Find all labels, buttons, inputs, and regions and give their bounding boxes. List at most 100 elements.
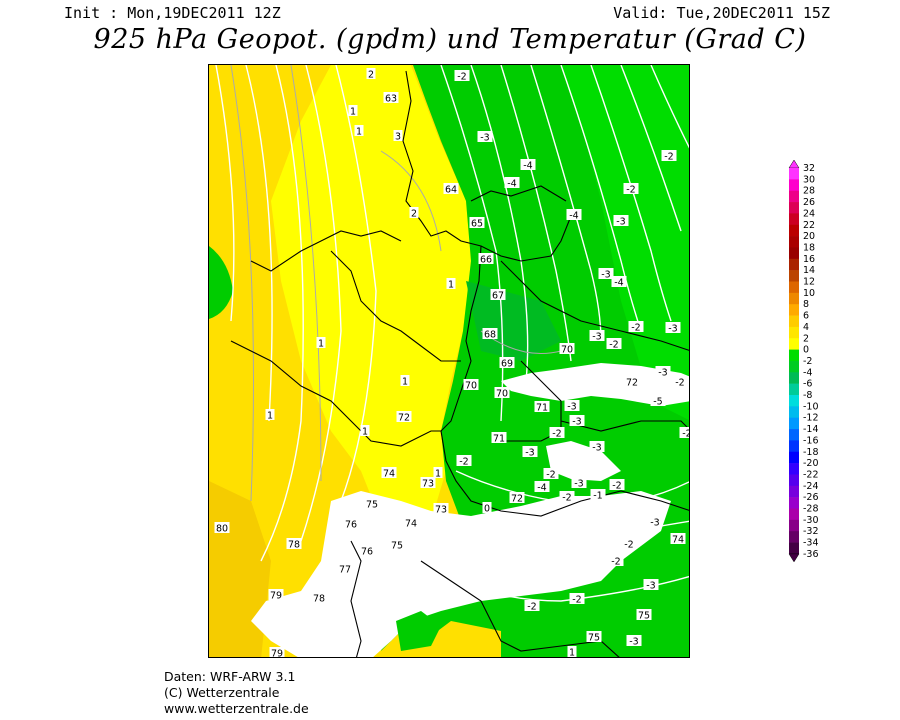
- contour-label: 67: [492, 291, 504, 302]
- legend-label: -36: [803, 549, 819, 560]
- contour-label-bg: [628, 321, 644, 332]
- contour-label-bg: [655, 366, 671, 377]
- contour-label-bg: [624, 376, 640, 387]
- contour-label-bg: [311, 592, 327, 603]
- legend-label: -28: [803, 504, 819, 515]
- contour-label: 72: [626, 378, 638, 389]
- legend-swatch: [789, 190, 799, 203]
- legend-swatch: [789, 281, 799, 294]
- contour-label-bg: [626, 635, 642, 646]
- contour-label: -4: [537, 483, 546, 494]
- contour-labels: 63 64 65 66 67 68 69 70 70 70 71 71 72 72 72 73 73 74 74 74…: [214, 68, 689, 659]
- contour-label-bg: [509, 492, 525, 503]
- legend-swatch: [789, 179, 799, 191]
- contour-label: 76: [345, 520, 357, 531]
- contour-label-bg: [650, 395, 666, 406]
- legend-swatch: [789, 383, 799, 396]
- contour-label-bg: [456, 455, 472, 466]
- credits: Daten: WRF-ARW 3.1 (C) Wetterzentrale ww…: [164, 669, 309, 717]
- contour-label: 75: [588, 633, 600, 644]
- geopotential-lines: [230, 65, 562, 502]
- contour-label-bg: [559, 343, 575, 354]
- contour-label: 63: [385, 94, 397, 105]
- contour-label-bg: [665, 322, 681, 333]
- contour-label: -2: [611, 557, 620, 568]
- legend-label: 30: [803, 174, 815, 185]
- legend-label: 8: [803, 299, 809, 310]
- contour-label-bg: [343, 518, 359, 529]
- contour-label-bg: [482, 328, 498, 339]
- contour-label-bg: [409, 207, 419, 218]
- cold-zone-center: [466, 281, 561, 361]
- legend-label: -26: [803, 492, 819, 503]
- legend-swatch: [789, 463, 799, 475]
- contour-label: 1: [435, 469, 441, 480]
- contour-label: -2: [459, 457, 468, 468]
- contour-label: -2: [624, 540, 633, 551]
- contour-label-bg: [569, 415, 585, 426]
- legend-label: -22: [803, 469, 819, 480]
- contour-label-bg: [559, 491, 575, 502]
- contour-label: -3: [592, 443, 601, 454]
- contour-label-bg: [383, 92, 399, 103]
- contour-label-bg: [400, 375, 410, 386]
- legend-label: 6: [803, 311, 809, 322]
- legend-label: 4: [803, 322, 809, 333]
- legend-swatch: [789, 236, 799, 248]
- contour-label-bg: [590, 489, 606, 500]
- legend-label: 20: [803, 231, 815, 242]
- contour-label: 78: [313, 594, 325, 605]
- contour-label-bg: [490, 289, 506, 300]
- legend-label: 16: [803, 254, 815, 265]
- contour-label: 78: [288, 540, 300, 551]
- contour-label-bg: [463, 379, 479, 390]
- legend-swatch: [789, 542, 799, 555]
- contour-label: 75: [366, 500, 378, 511]
- contour-label-bg: [598, 268, 614, 279]
- contour-label: 1: [267, 411, 273, 422]
- legend-arrow-top: [788, 159, 800, 169]
- contour-label: 3: [395, 132, 401, 143]
- contour-label-bg: [393, 130, 403, 141]
- contour-label-bg: [446, 278, 456, 289]
- contour-label-bg: [636, 609, 652, 620]
- contour-label-bg: [549, 427, 565, 438]
- legend-label: -16: [803, 435, 819, 446]
- contour-label: -2: [572, 595, 581, 606]
- legend-label: -10: [803, 401, 819, 412]
- contour-label-bg: [564, 400, 580, 411]
- contour-label: 73: [435, 505, 447, 516]
- contour-label: -4: [569, 211, 578, 222]
- contour-label-bg: [609, 479, 625, 490]
- contour-label: 74: [383, 469, 395, 480]
- contour-label: 73: [422, 479, 434, 490]
- legend-swatch: [789, 326, 799, 339]
- legend-swatch: [789, 168, 799, 180]
- contour-label: -3: [650, 518, 659, 529]
- contour-label: -3: [629, 637, 638, 648]
- contour-label: 0: [484, 504, 490, 515]
- map-canvas: 63 64 65 66 67 68 69 70 70 70 71 71 72 72 72 73 73 74 74 74…: [209, 65, 689, 659]
- legend-label: 0: [803, 345, 809, 356]
- legend-label: 2: [803, 333, 809, 344]
- contour-label-bg: [214, 522, 230, 533]
- contour-label-bg: [566, 209, 582, 220]
- contour-label-bg: [443, 183, 459, 194]
- legend-swatch: [789, 292, 799, 305]
- legend-label: -32: [803, 526, 819, 537]
- legend-arrow-bottom: [788, 553, 800, 563]
- contour-label: -4: [614, 278, 623, 289]
- contour-label: 79: [270, 591, 282, 602]
- credits-data: Daten: WRF-ARW 3.1: [164, 669, 296, 684]
- contour-label: 76: [361, 547, 373, 558]
- legend-label: 18: [803, 242, 815, 253]
- contour-label-bg: [647, 516, 663, 527]
- credits-website[interactable]: www.wetterzentrale.de: [164, 701, 309, 716]
- contour-label: 75: [391, 541, 403, 552]
- contour-label: -4: [523, 161, 532, 172]
- contour-label: 1: [402, 377, 408, 388]
- legend-swatch: [789, 315, 799, 328]
- contour-label: -3: [574, 479, 583, 490]
- contour-label: 1: [362, 427, 368, 438]
- contour-label: 1: [569, 648, 575, 659]
